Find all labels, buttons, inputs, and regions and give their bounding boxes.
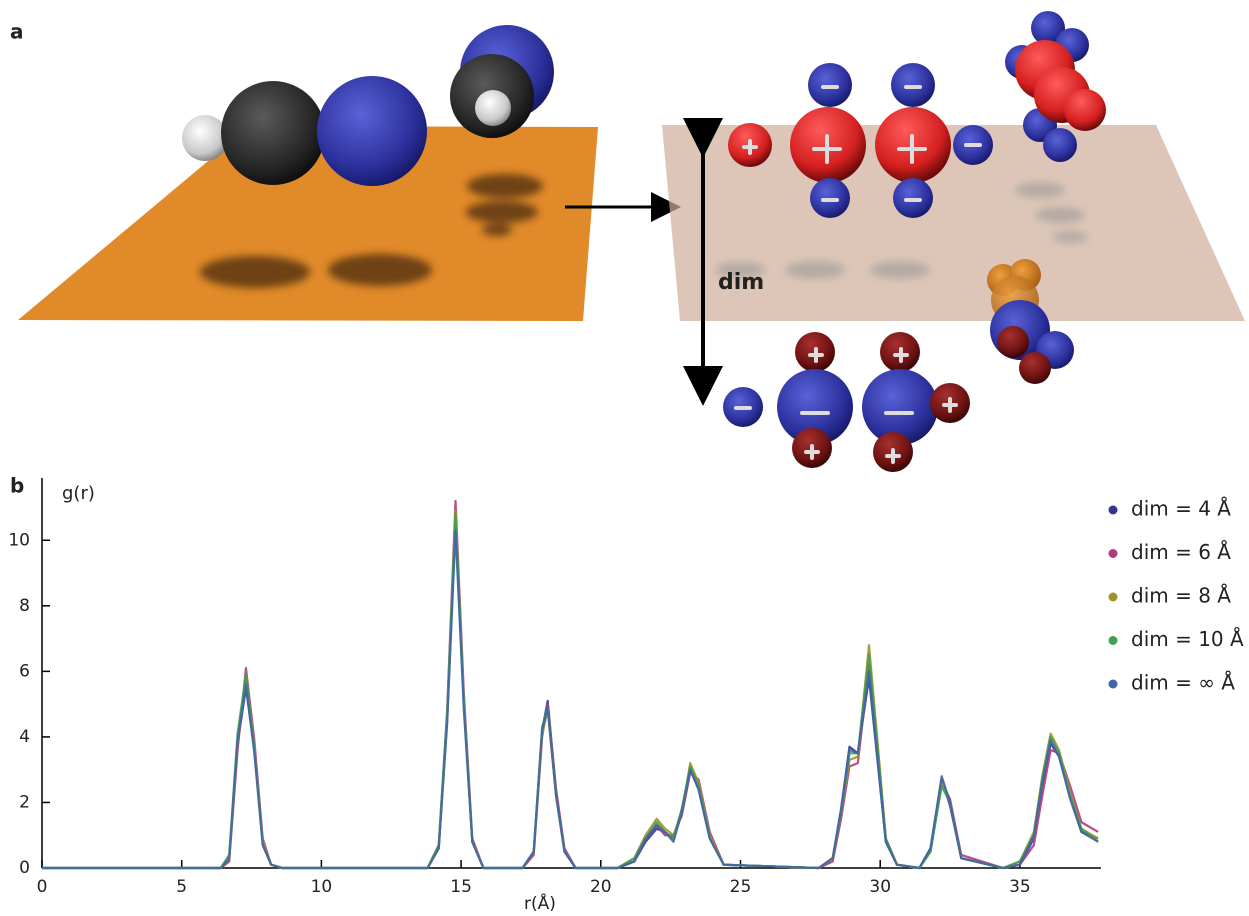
legend-marker [1108, 679, 1118, 689]
shadow [715, 262, 765, 278]
surface [18, 126, 598, 321]
series-line [42, 519, 1099, 870]
shadow [1035, 207, 1085, 223]
y-axis-label: g(r) [62, 483, 95, 504]
shadow [482, 224, 512, 236]
shadow [785, 261, 845, 279]
shadow [1052, 231, 1088, 243]
cation [1064, 89, 1106, 131]
nitrogen-atom [317, 76, 427, 186]
x-tick-label: 25 [730, 877, 752, 897]
series-line [42, 509, 1099, 870]
charge-signs [742, 85, 982, 202]
series-line [42, 499, 1099, 870]
x-tick-label: 0 [37, 877, 48, 897]
x-tick-label: 30 [869, 877, 891, 897]
shadow [466, 201, 538, 223]
legend-label: dim = ∞ Å [1131, 671, 1235, 695]
x-axis-label: r(Å) [524, 892, 556, 914]
distance-label: dim [718, 270, 764, 295]
x-tick-label: 15 [450, 877, 472, 897]
image-anion [862, 369, 938, 445]
legend-label: dim = 8 Å [1131, 584, 1231, 608]
shadow [467, 174, 543, 198]
anion [1043, 128, 1077, 162]
hydrogen-atom [475, 90, 511, 126]
legend-label: dim = 6 Å [1131, 540, 1231, 564]
series-line [42, 529, 1099, 870]
y-tick-label: 0 [19, 858, 30, 878]
shadow [870, 261, 930, 279]
plot-area: 0 5 10 15 20 25 30 35 0 2 4 6 8 10 dim = 4 Å dim = 6 Å d… [8, 478, 1244, 897]
x-tick-label: 5 [176, 877, 187, 897]
series-line [42, 512, 1099, 870]
anion [1031, 11, 1065, 45]
plane-shadows [715, 182, 1088, 279]
y-tick-label: 8 [19, 596, 30, 616]
y-tick-label: 2 [19, 792, 30, 812]
legend-label: dim = 10 Å [1131, 627, 1244, 651]
panel-label: b [10, 474, 24, 498]
legend-marker [1108, 549, 1118, 558]
image-cation [997, 326, 1029, 358]
shadow [328, 254, 432, 286]
legend-marker [1108, 592, 1118, 602]
x-tick-label: 20 [590, 877, 612, 897]
shadow [1015, 182, 1065, 198]
x-tick-label: 10 [311, 877, 333, 897]
image-cation [1019, 352, 1051, 384]
y-tick-label: 10 [8, 530, 30, 550]
shadow [200, 256, 310, 288]
hydrogen-atom [182, 115, 228, 161]
legend-label: dim = 4 Å [1131, 497, 1231, 521]
y-tick-label: 4 [19, 727, 30, 747]
legend-marker [1108, 636, 1118, 645]
image-anion [777, 369, 853, 445]
charge-signs [734, 347, 958, 464]
legend-marker [1108, 505, 1118, 515]
carbon-atom [221, 81, 325, 185]
y-tick-label: 6 [19, 661, 30, 681]
panel-label: a [10, 20, 24, 44]
shadows [200, 174, 543, 288]
x-tick-label: 35 [1009, 877, 1031, 897]
